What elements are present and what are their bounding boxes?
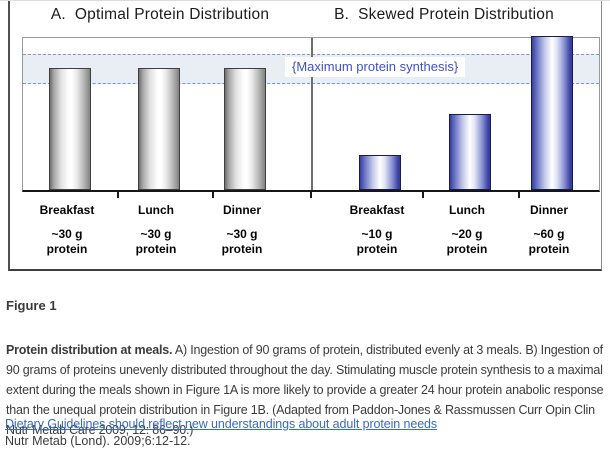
meal-label-group: Lunch ~30 g protein	[101, 203, 211, 257]
axis-tick	[422, 192, 424, 198]
meal-protein: protein	[135, 242, 177, 256]
axis-tick	[310, 192, 312, 198]
meal-amount: ~30 g	[226, 227, 258, 241]
meal-amount: ~30 g	[51, 227, 83, 241]
meal-label-group: Dinner ~30 g protein	[187, 203, 297, 257]
meal-name: Dinner	[529, 203, 568, 217]
bar-dinner-optimal	[224, 68, 266, 190]
meal-amount: ~60 g	[533, 227, 565, 241]
bar-lunch-optimal	[138, 68, 180, 190]
meal-name: Dinner	[222, 203, 261, 217]
meal-protein: protein	[356, 242, 398, 256]
meal-label-group: Lunch ~20 g protein	[412, 203, 522, 257]
bar-breakfast-skewed	[359, 155, 401, 190]
meal-protein: protein	[46, 242, 88, 256]
band-label: {Maximum protein synthesis}	[285, 57, 466, 77]
meal-protein: protein	[528, 242, 570, 256]
meal-amount: ~20 g	[451, 227, 483, 241]
axis-tick	[518, 192, 520, 198]
axis-tick	[212, 192, 214, 198]
meal-name: Breakfast	[349, 203, 405, 217]
meal-label-group: Dinner ~60 g protein	[494, 203, 604, 257]
meal-protein: protein	[221, 242, 263, 256]
meal-name: Lunch	[138, 203, 174, 217]
meal-label-group: Breakfast ~30 g protein	[12, 203, 122, 257]
bar-lunch-skewed	[449, 114, 491, 190]
caption-lead: Protein distribution at meals.	[6, 342, 173, 357]
meal-name: Lunch	[449, 203, 485, 217]
meal-amount: ~10 g	[361, 227, 393, 241]
figure-1-image: A. Optimal Protein Distribution B. Skewe…	[8, 1, 602, 271]
bar-breakfast-optimal	[49, 68, 91, 190]
chart-plot-area: {Maximum protein synthesis}	[22, 36, 600, 198]
caption-text: A) Ingestion of 90 grams of protein, dis…	[6, 342, 604, 437]
bar-dinner-skewed	[531, 36, 573, 190]
meal-protein: protein	[446, 242, 488, 256]
journal-citation: Nutr Metab (Lond). 2009;6:12-12.	[5, 434, 191, 448]
panel-b-title: B. Skewed Protein Distribution	[334, 6, 554, 23]
meal-name: Breakfast	[39, 203, 95, 217]
panel-a-title: A. Optimal Protein Distribution	[50, 6, 270, 23]
article-title-link[interactable]: Dietary Guidelines should reflect new un…	[5, 417, 438, 431]
figure-label: Figure 1	[6, 298, 57, 313]
figure-caption: Protein distribution at meals. A) Ingest…	[6, 340, 606, 440]
axis-tick	[117, 192, 119, 198]
meal-label-group: Breakfast ~10 g protein	[322, 203, 432, 257]
panel-divider	[311, 38, 313, 190]
meal-amount: ~30 g	[140, 227, 172, 241]
